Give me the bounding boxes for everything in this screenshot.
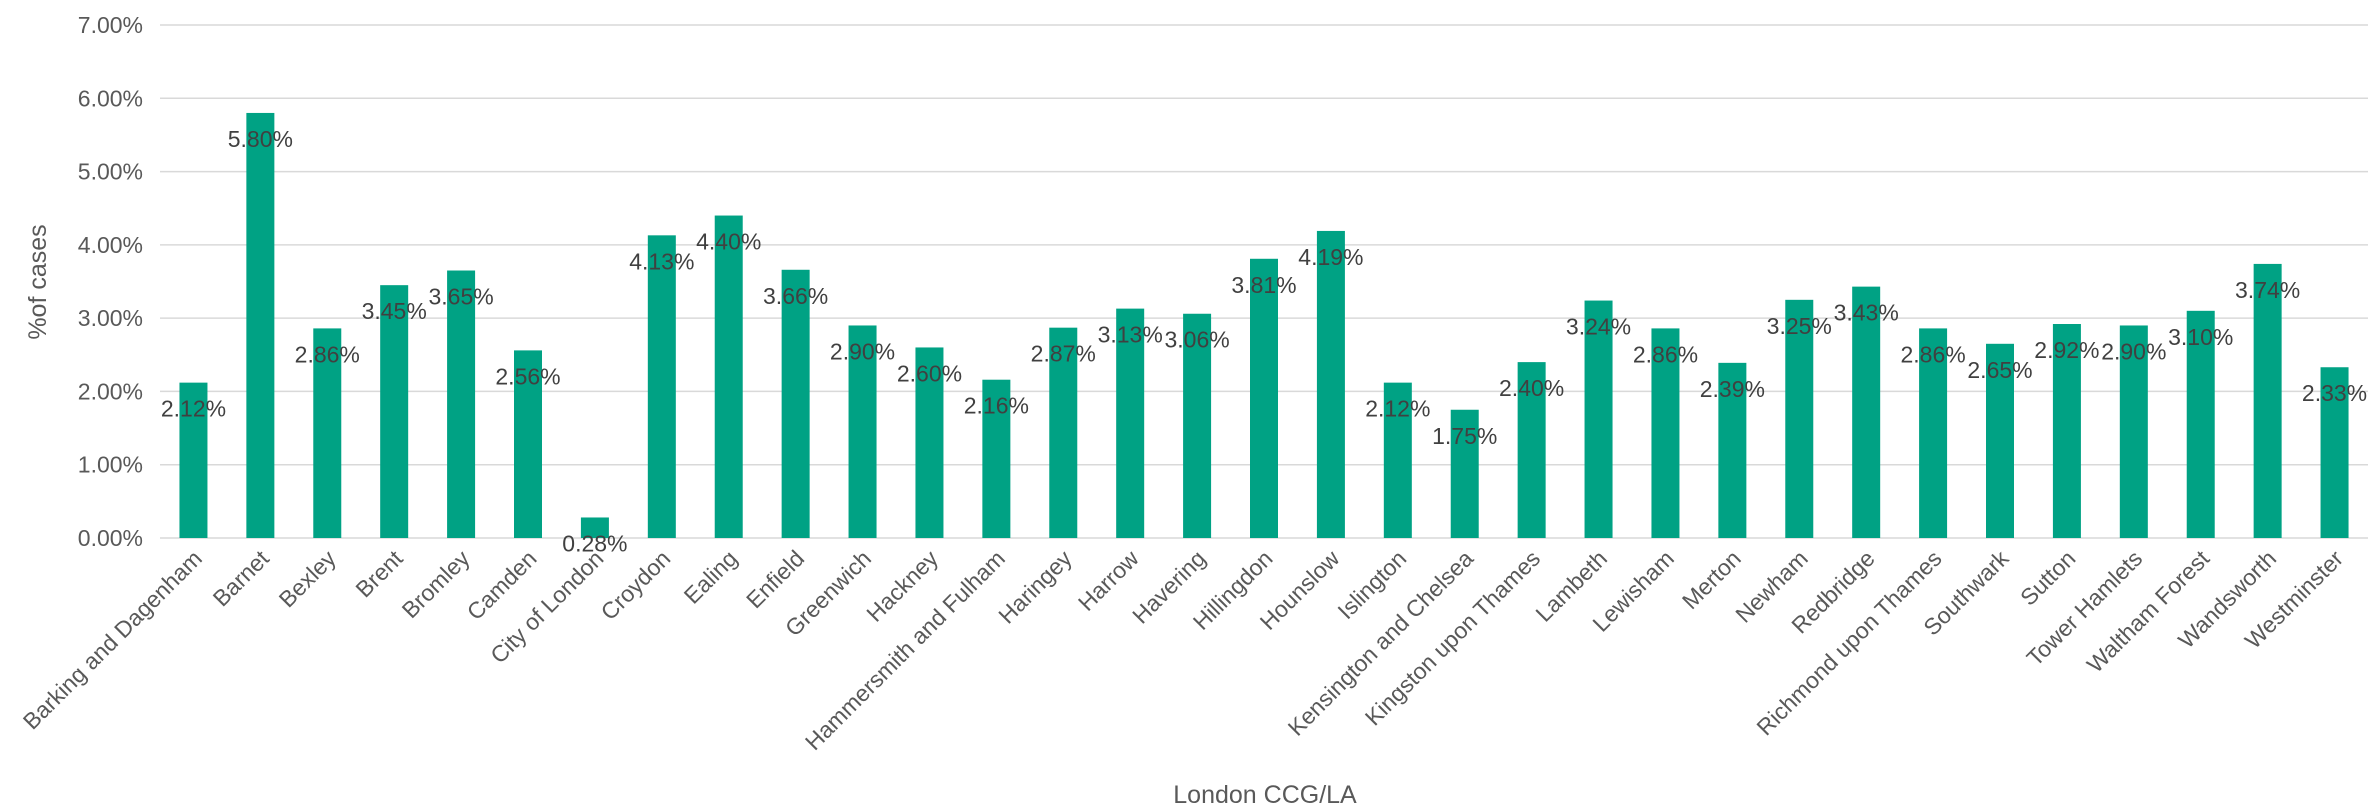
data-label: 3.24%	[1566, 314, 1631, 340]
y-tick-label: 4.00%	[78, 232, 143, 258]
bar	[1316, 230, 1345, 538]
x-tick-label: Bexley	[274, 545, 342, 613]
x-tick-label: Bromley	[397, 545, 475, 623]
data-label: 2.65%	[1967, 357, 2032, 383]
data-label: 5.80%	[228, 126, 293, 152]
bar	[1718, 362, 1747, 538]
data-label: 3.06%	[1164, 327, 1229, 353]
x-tick-label: Tower Hamlets	[2021, 545, 2147, 671]
bar	[781, 269, 810, 538]
data-label: 2.39%	[1700, 376, 1765, 402]
data-label: 0.28%	[562, 530, 627, 556]
bar	[380, 285, 409, 538]
bar	[2186, 310, 2215, 538]
bars	[179, 112, 2349, 539]
data-label: 2.86%	[1900, 341, 1965, 367]
bar	[915, 347, 944, 538]
bar	[1584, 300, 1613, 538]
bar	[2253, 263, 2282, 538]
data-label: 2.86%	[1633, 341, 1698, 367]
x-tick-label: Haringey	[993, 545, 1077, 629]
bar	[1383, 382, 1412, 538]
bar	[1785, 299, 1814, 538]
y-tick-label: 3.00%	[78, 305, 143, 331]
bar	[179, 382, 208, 538]
bar	[313, 328, 342, 538]
bar	[2052, 324, 2081, 538]
data-label: 2.92%	[2034, 337, 2099, 363]
data-label: 2.60%	[897, 360, 962, 386]
y-tick-label: 7.00%	[78, 12, 143, 38]
bar	[580, 517, 609, 538]
data-label: 1.75%	[1432, 423, 1497, 449]
bar	[447, 270, 476, 538]
bar	[647, 235, 676, 538]
y-axis-title: %of cases	[24, 224, 52, 339]
x-tick-label: Waltham Forest	[2082, 545, 2215, 678]
data-label: 2.12%	[161, 396, 226, 422]
x-tick-label: Croydon	[595, 545, 675, 625]
x-axis-title: London CCG/LA	[1173, 781, 1357, 808]
data-label: 2.90%	[2101, 338, 2166, 364]
bar	[714, 215, 743, 539]
bar	[514, 350, 542, 538]
data-label: 2.40%	[1499, 375, 1564, 401]
bar	[246, 112, 275, 538]
data-label: 2.16%	[964, 393, 1029, 419]
bar	[1116, 308, 1145, 538]
data-label: 2.86%	[295, 341, 360, 367]
data-label: 3.65%	[428, 284, 493, 310]
data-label: 3.45%	[362, 298, 427, 324]
data-label: 3.74%	[2235, 277, 2300, 303]
data-label: 2.12%	[1365, 396, 1430, 422]
bar	[1517, 362, 1546, 538]
bar	[1651, 328, 1680, 538]
y-tick-label: 5.00%	[78, 159, 143, 185]
bar	[848, 325, 877, 538]
data-label: 2.90%	[830, 338, 895, 364]
data-label: 4.19%	[1298, 244, 1363, 270]
data-label: 3.81%	[1231, 272, 1296, 298]
bar	[2119, 325, 2148, 538]
x-tick-label: Ealing	[679, 545, 743, 609]
data-label: 3.25%	[1767, 313, 1832, 339]
x-axis-ticks: Barking and Dagenham Barnet Bexley BrentBro…	[18, 545, 2349, 755]
data-label: 2.87%	[1031, 341, 1096, 367]
bar	[1986, 343, 2014, 538]
bar	[1919, 328, 1948, 538]
y-axis-ticks: 0.00% 1.00% 2.00% 3.00% 4.00% 5.00% 6.00% 7.00%	[78, 12, 143, 551]
y-tick-label: 1.00%	[78, 452, 143, 478]
data-labels: 2.12%5.80%2.86%3.45%3.65%2.56%0.28%4.13%…	[161, 126, 2367, 557]
y-tick-label: 6.00%	[78, 85, 143, 111]
x-tick-label: Brent	[350, 545, 408, 603]
data-label: 2.33%	[2302, 380, 2367, 406]
bar	[1250, 258, 1278, 538]
bar	[982, 379, 1011, 538]
data-label: 4.13%	[629, 248, 694, 274]
x-tick-label: Barnet	[208, 545, 275, 612]
y-tick-label: 2.00%	[78, 378, 143, 404]
bar	[2320, 367, 2349, 538]
bar	[1852, 286, 1881, 538]
x-tick-label: Sutton	[2015, 545, 2080, 610]
bar	[1450, 409, 1479, 538]
data-label: 3.13%	[1098, 322, 1163, 348]
bar	[1049, 327, 1078, 538]
data-label: 4.40%	[696, 229, 761, 255]
y-tick-label: 0.00%	[78, 525, 143, 551]
bar	[1183, 313, 1212, 538]
data-label: 3.10%	[2168, 324, 2233, 350]
data-label: 2.56%	[495, 363, 560, 389]
x-tick-label: Barking and Dagenham	[18, 545, 207, 734]
data-label: 3.43%	[1834, 300, 1899, 326]
data-label: 3.66%	[763, 283, 828, 309]
